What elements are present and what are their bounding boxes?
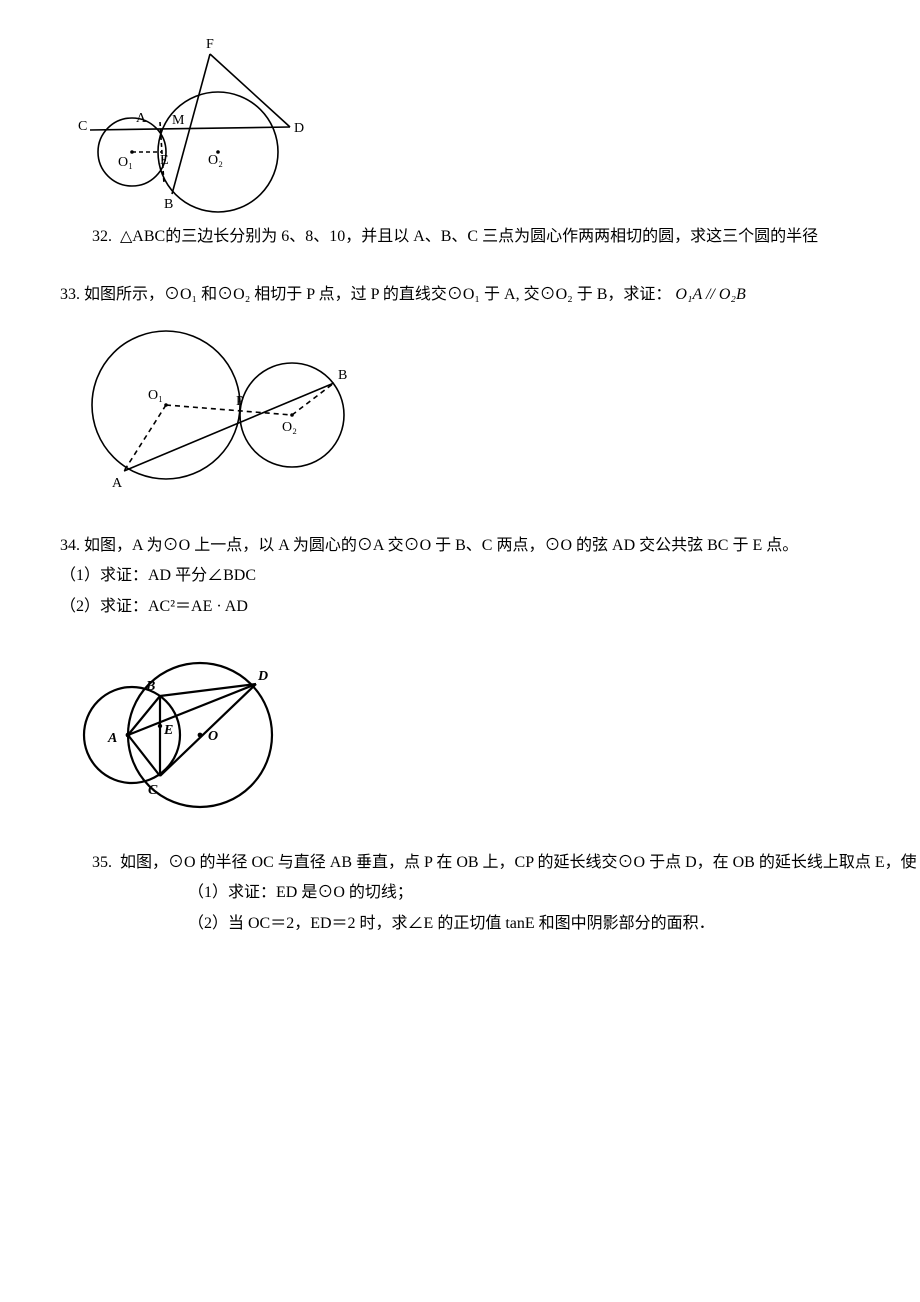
problem-34-sub2: （2）求证：AC²＝AE · AD xyxy=(60,592,920,622)
problem-35-sub1: （1）求证：ED 是⊙O 的切线； xyxy=(60,878,920,908)
label-33-P: P xyxy=(236,394,244,409)
problem-33-text: 如图所示，⊙O₁ 和⊙O₂ 相切于 P 点，过 P 的直线交⊙O₁ 于 A, 交… xyxy=(84,286,671,303)
problem-33: 33. 如图所示，⊙O₁ 和⊙O₂ 相切于 P 点，过 P 的直线交⊙O₁ 于 … xyxy=(60,280,920,502)
figure-33-svg: B O₁ P O₂ A xyxy=(60,323,400,503)
problem-33-num: 33. xyxy=(60,286,80,303)
label-34-O: O xyxy=(208,729,218,744)
label-B: B xyxy=(164,197,173,212)
label-33-B: B xyxy=(338,368,347,383)
label-D: D xyxy=(294,121,304,136)
label-E: E xyxy=(160,153,169,168)
figure-34: D B A E O C xyxy=(60,630,920,820)
label-A: A xyxy=(136,111,147,126)
label-F: F xyxy=(206,37,214,52)
label-34-B: B xyxy=(145,679,155,694)
label-33-O1: O₁ xyxy=(148,388,163,403)
problem-32: 32. △ABC的三边长分别为 6、8、10，并且以 A、B、C 三点为圆心作两… xyxy=(60,222,920,252)
problem-33-conclusion: O₁A // O₂B xyxy=(675,286,745,303)
problem-35-sub2: （2）当 OC＝2，ED＝2 时，求∠E 的正切值 tanE 和图中阴影部分的面… xyxy=(60,909,920,939)
figure-31: F C A M D O₁ E O₂ B xyxy=(60,24,920,214)
problem-32-num: 32. xyxy=(92,228,112,245)
label-O1: O₁ xyxy=(118,155,133,170)
figure-31-svg: F C A M D O₁ E O₂ B xyxy=(60,24,320,214)
label-33-O2: O₂ xyxy=(282,420,297,435)
problem-32-text: △ABC的三边长分别为 6、8、10，并且以 A、B、C 三点为圆心作两两相切的… xyxy=(120,228,818,245)
figure-33: B O₁ P O₂ A xyxy=(60,323,920,503)
problem-35-text: 如图，⊙O 的半径 OC 与直径 AB 垂直，点 P 在 OB 上，CP 的延长… xyxy=(120,854,920,871)
label-34-E: E xyxy=(163,723,173,738)
problem-35-num: 35. xyxy=(92,854,112,871)
label-M: M xyxy=(172,113,185,128)
label-34-A: A xyxy=(107,731,117,746)
label-34-C: C xyxy=(148,783,158,798)
problem-34: 34. 如图，A 为⊙O 上一点，以 A 为圆心的⊙A 交⊙O 于 B、C 两点… xyxy=(60,531,920,820)
label-34-D: D xyxy=(257,669,268,684)
problem-34-text: 如图，A 为⊙O 上一点，以 A 为圆心的⊙A 交⊙O 于 B、C 两点，⊙O … xyxy=(84,537,798,554)
label-C: C xyxy=(78,119,87,134)
label-O2: O₂ xyxy=(208,153,223,168)
problem-34-sub1: （1）求证：AD 平分∠BDC xyxy=(60,561,920,591)
label-33-A: A xyxy=(112,476,123,491)
problem-35: 35. 如图，⊙O 的半径 OC 与直径 AB 垂直，点 P 在 OB 上，CP… xyxy=(60,848,920,939)
problem-34-num: 34. xyxy=(60,537,80,554)
figure-34-svg: D B A E O C xyxy=(60,630,300,820)
